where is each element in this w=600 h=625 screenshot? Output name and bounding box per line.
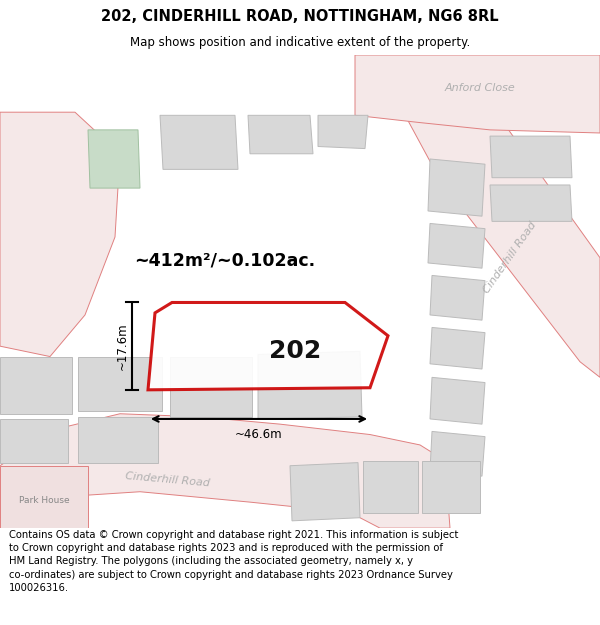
- Text: Anford Close: Anford Close: [445, 83, 515, 93]
- Polygon shape: [170, 356, 252, 417]
- Text: Cinderhill Road: Cinderhill Road: [482, 220, 538, 296]
- Polygon shape: [0, 112, 120, 356]
- Text: Contains OS data © Crown copyright and database right 2021. This information is : Contains OS data © Crown copyright and d…: [9, 530, 458, 593]
- Polygon shape: [318, 115, 368, 149]
- Polygon shape: [0, 419, 68, 462]
- Polygon shape: [490, 185, 572, 221]
- Text: Cinderhill Road: Cinderhill Road: [125, 471, 211, 488]
- Polygon shape: [88, 130, 140, 188]
- Text: 202: 202: [269, 339, 321, 363]
- Polygon shape: [0, 414, 450, 528]
- Text: ~412m²/~0.102ac.: ~412m²/~0.102ac.: [134, 252, 316, 270]
- Polygon shape: [428, 159, 485, 216]
- Polygon shape: [258, 351, 362, 419]
- Text: ~46.6m: ~46.6m: [235, 428, 283, 441]
- Polygon shape: [422, 461, 480, 512]
- Polygon shape: [78, 356, 162, 411]
- Polygon shape: [355, 55, 600, 133]
- Polygon shape: [490, 136, 572, 178]
- Polygon shape: [428, 224, 485, 268]
- Polygon shape: [390, 55, 600, 378]
- Text: 202, CINDERHILL ROAD, NOTTINGHAM, NG6 8RL: 202, CINDERHILL ROAD, NOTTINGHAM, NG6 8R…: [101, 9, 499, 24]
- Polygon shape: [290, 462, 360, 521]
- Polygon shape: [430, 328, 485, 369]
- Polygon shape: [248, 115, 313, 154]
- Polygon shape: [78, 417, 158, 462]
- Polygon shape: [430, 276, 485, 320]
- Polygon shape: [363, 461, 418, 512]
- Polygon shape: [148, 302, 388, 390]
- Polygon shape: [0, 466, 88, 528]
- Polygon shape: [430, 378, 485, 424]
- Text: Park House: Park House: [19, 496, 70, 504]
- Text: Map shows position and indicative extent of the property.: Map shows position and indicative extent…: [130, 36, 470, 49]
- Polygon shape: [430, 431, 485, 476]
- Polygon shape: [0, 356, 72, 414]
- Text: ~17.6m: ~17.6m: [115, 322, 128, 370]
- Polygon shape: [160, 115, 238, 169]
